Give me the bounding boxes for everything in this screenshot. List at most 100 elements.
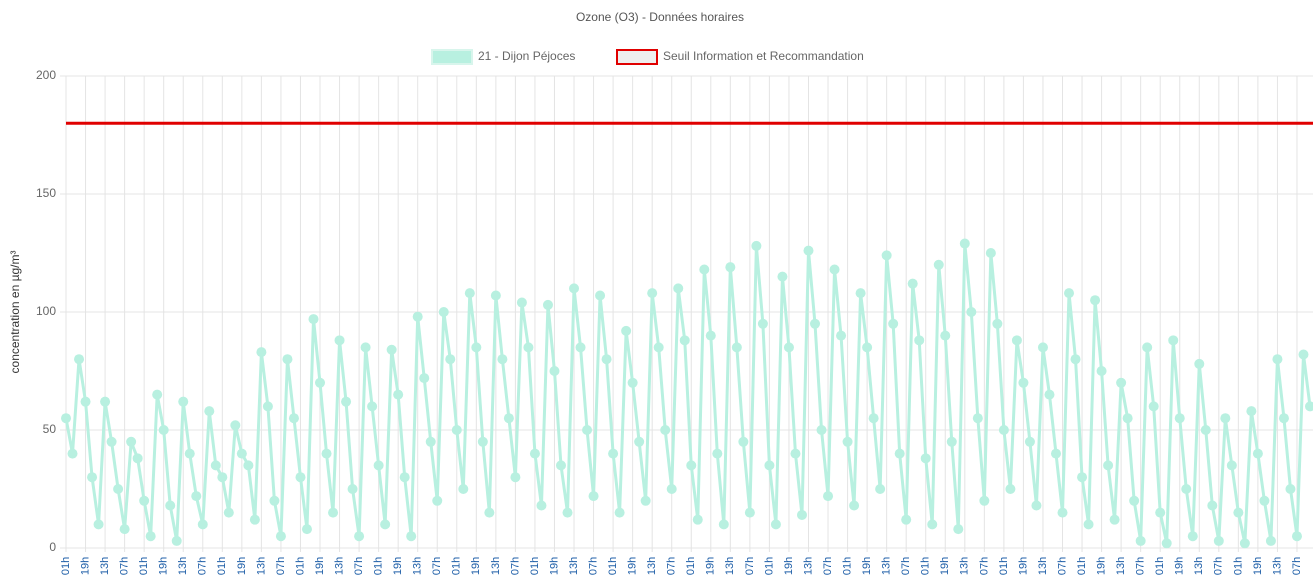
x-tick-label: 07h xyxy=(822,557,834,575)
data-point xyxy=(204,406,215,417)
data-point xyxy=(881,250,892,261)
x-tick-label: 07h xyxy=(666,557,678,575)
data-point xyxy=(790,448,801,459)
data-point xyxy=(510,472,521,483)
data-point xyxy=(93,519,104,530)
x-tick-label: 13h xyxy=(568,557,580,575)
data-point xyxy=(464,288,475,299)
data-point xyxy=(718,519,729,530)
legend-label: 21 - Dijon Péjoces xyxy=(478,49,575,63)
data-point xyxy=(126,436,137,447)
x-tick-label: 01h xyxy=(1154,557,1166,575)
data-point xyxy=(217,472,228,483)
data-point xyxy=(373,460,384,471)
data-point xyxy=(1298,349,1309,360)
data-point xyxy=(432,495,443,506)
data-point xyxy=(1181,484,1192,494)
data-point xyxy=(386,344,397,355)
data-point xyxy=(894,448,905,459)
data-point xyxy=(1050,448,1061,459)
data-point xyxy=(1083,519,1094,530)
data-point xyxy=(113,484,124,494)
data-point xyxy=(816,425,827,435)
x-tick-label: 13h xyxy=(1193,557,1205,575)
data-point xyxy=(1070,354,1081,365)
data-point xyxy=(940,330,951,341)
data-point xyxy=(647,288,658,299)
data-point xyxy=(243,460,254,471)
x-tick-label: 01h xyxy=(685,557,697,575)
data-point xyxy=(621,325,632,336)
y-axis-title: concentration en µg/m³ xyxy=(8,251,22,374)
data-point xyxy=(829,264,840,275)
x-tick-label: 01h xyxy=(216,557,228,575)
data-point xyxy=(210,460,221,471)
data-point xyxy=(614,507,625,518)
data-point xyxy=(875,484,886,494)
data-point xyxy=(145,531,156,542)
x-tick-label: 07h xyxy=(1291,557,1303,575)
data-point xyxy=(445,354,456,365)
x-tick-label: 19h xyxy=(861,557,873,575)
data-point xyxy=(419,373,430,384)
x-tick-label: 13h xyxy=(646,557,658,575)
data-point xyxy=(634,436,645,447)
data-point xyxy=(1207,500,1218,511)
data-point xyxy=(803,245,814,256)
data-point xyxy=(1103,460,1114,471)
data-point xyxy=(1005,484,1016,494)
data-point xyxy=(529,448,540,459)
data-point xyxy=(920,453,931,464)
data-point xyxy=(1213,535,1224,546)
data-point xyxy=(692,514,703,525)
data-point xyxy=(836,330,847,341)
x-tick-label: 19h xyxy=(939,557,951,575)
data-point xyxy=(1011,335,1022,346)
data-point xyxy=(106,436,117,447)
data-point xyxy=(80,396,91,407)
x-tick-label: 19h xyxy=(1252,557,1264,575)
data-point xyxy=(796,509,807,520)
data-point xyxy=(1109,514,1120,525)
data-point xyxy=(862,342,873,353)
x-tick-label: 13h xyxy=(1271,557,1283,575)
data-point xyxy=(503,413,514,424)
data-point xyxy=(972,413,983,424)
data-point xyxy=(1233,507,1244,518)
x-tick-label: 19h xyxy=(392,557,404,575)
data-point xyxy=(1259,495,1270,506)
data-point xyxy=(1024,436,1035,447)
data-point xyxy=(1278,413,1289,424)
x-tick-label: 19h xyxy=(548,557,560,575)
data-point xyxy=(810,318,821,329)
data-point xyxy=(842,436,853,447)
data-point xyxy=(549,366,560,376)
x-tick-label: 01h xyxy=(529,557,541,575)
data-point xyxy=(770,519,781,530)
data-point xyxy=(868,413,879,424)
data-point xyxy=(165,500,176,511)
x-tick-label: 13h xyxy=(959,557,971,575)
x-tick-label: 19h xyxy=(158,557,170,575)
x-tick-label: 19h xyxy=(470,557,482,575)
y-tick-label: 0 xyxy=(49,540,56,554)
data-point xyxy=(823,491,834,502)
data-point xyxy=(601,354,612,365)
data-point xyxy=(321,448,332,459)
x-tick-label: 01h xyxy=(607,557,619,575)
data-point xyxy=(595,290,606,301)
data-point xyxy=(783,342,794,353)
data-point xyxy=(888,318,899,329)
x-tick-label: 07h xyxy=(431,557,443,575)
x-tick-label: 19h xyxy=(627,557,639,575)
chart-title: Ozone (O3) - Données horaires xyxy=(576,10,744,24)
x-tick-label: 19h xyxy=(1095,557,1107,575)
data-point xyxy=(764,460,775,471)
data-point xyxy=(152,389,163,400)
data-point xyxy=(725,262,736,273)
data-point xyxy=(308,314,319,325)
data-point xyxy=(523,342,534,353)
x-tick-label: 01h xyxy=(1076,557,1088,575)
x-tick-label: 01h xyxy=(138,557,150,575)
data-point xyxy=(966,307,977,317)
